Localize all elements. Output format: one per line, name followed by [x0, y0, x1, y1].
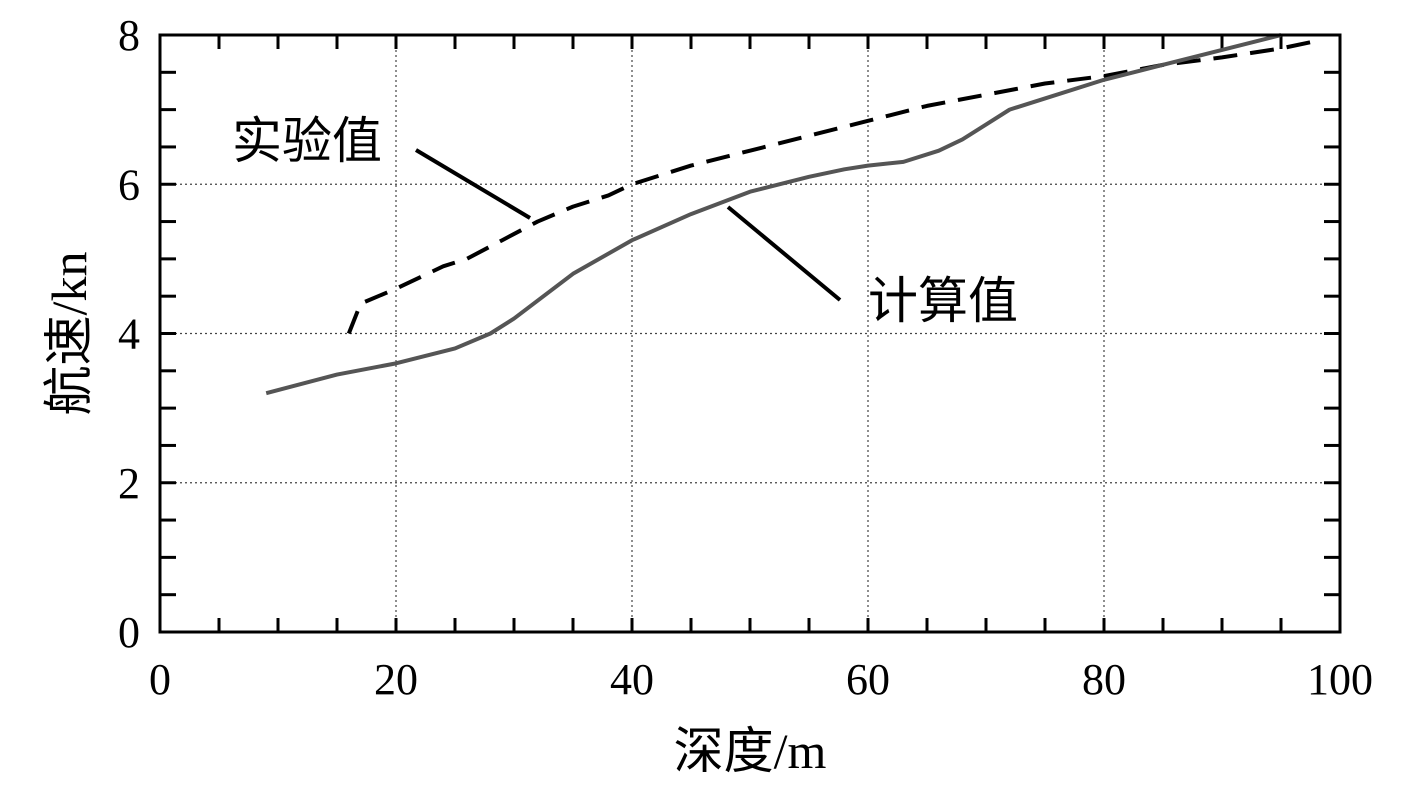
- x-tick-label: 40: [610, 655, 654, 704]
- x-tick-label: 60: [846, 655, 890, 704]
- plot-frame: [158, 33, 1342, 634]
- x-tick-label: 100: [1307, 655, 1373, 704]
- y-tick-label: 0: [118, 608, 140, 657]
- x-axis-title: 深度/m: [674, 723, 827, 779]
- series-line-1: [346, 39, 1317, 335]
- annotation-label: 实验值: [232, 113, 382, 169]
- x-tick-label: 80: [1082, 655, 1126, 704]
- tick-labels: 0 20 40 60 80 100 0 2 4 6 8: [118, 11, 1373, 704]
- series-lines: [265, 33, 1317, 396]
- y-tick-label: 2: [118, 459, 140, 508]
- y-tick-label: 4: [118, 310, 140, 359]
- annotation-leader: [414, 148, 532, 220]
- annotation-leader: [726, 205, 842, 302]
- series-line-2: [265, 33, 1282, 396]
- y-tick-label: 8: [118, 11, 140, 60]
- y-tick-label: 6: [118, 160, 140, 209]
- grid-lines: [160, 35, 1340, 632]
- axis-ticks: [158, 33, 1342, 634]
- x-tick-label: 0: [149, 655, 171, 704]
- annotation-label: 计算值: [868, 273, 1018, 329]
- x-tick-label: 20: [374, 655, 418, 704]
- y-axis-title: 航速/kn: [41, 252, 97, 416]
